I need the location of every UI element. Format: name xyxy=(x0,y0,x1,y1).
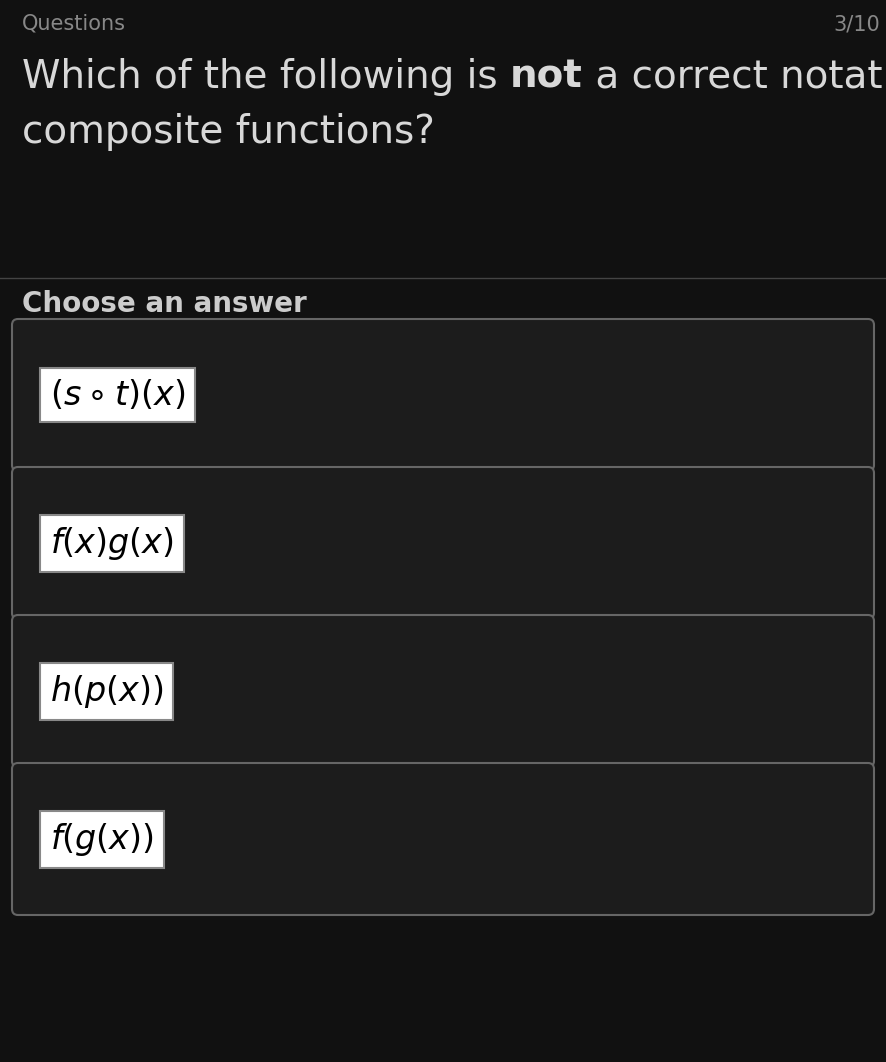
Text: Choose an answer: Choose an answer xyxy=(22,290,307,318)
Text: 3/10: 3/10 xyxy=(833,14,880,34)
Text: $(s \circ t)(x)$: $(s \circ t)(x)$ xyxy=(50,378,185,412)
Text: Questions: Questions xyxy=(22,14,126,34)
FancyBboxPatch shape xyxy=(12,467,874,619)
Text: $h(p(x))$: $h(p(x))$ xyxy=(50,672,163,709)
Text: a correct notation for: a correct notation for xyxy=(583,58,886,96)
Text: $f(g(x))$: $f(g(x))$ xyxy=(50,821,154,857)
FancyBboxPatch shape xyxy=(12,615,874,767)
FancyBboxPatch shape xyxy=(12,763,874,915)
Text: $f(x)g(x)$: $f(x)g(x)$ xyxy=(50,525,174,562)
Text: composite functions?: composite functions? xyxy=(22,113,435,151)
Text: not: not xyxy=(510,58,583,96)
Text: Which of the following is: Which of the following is xyxy=(22,58,510,96)
FancyBboxPatch shape xyxy=(12,319,874,472)
